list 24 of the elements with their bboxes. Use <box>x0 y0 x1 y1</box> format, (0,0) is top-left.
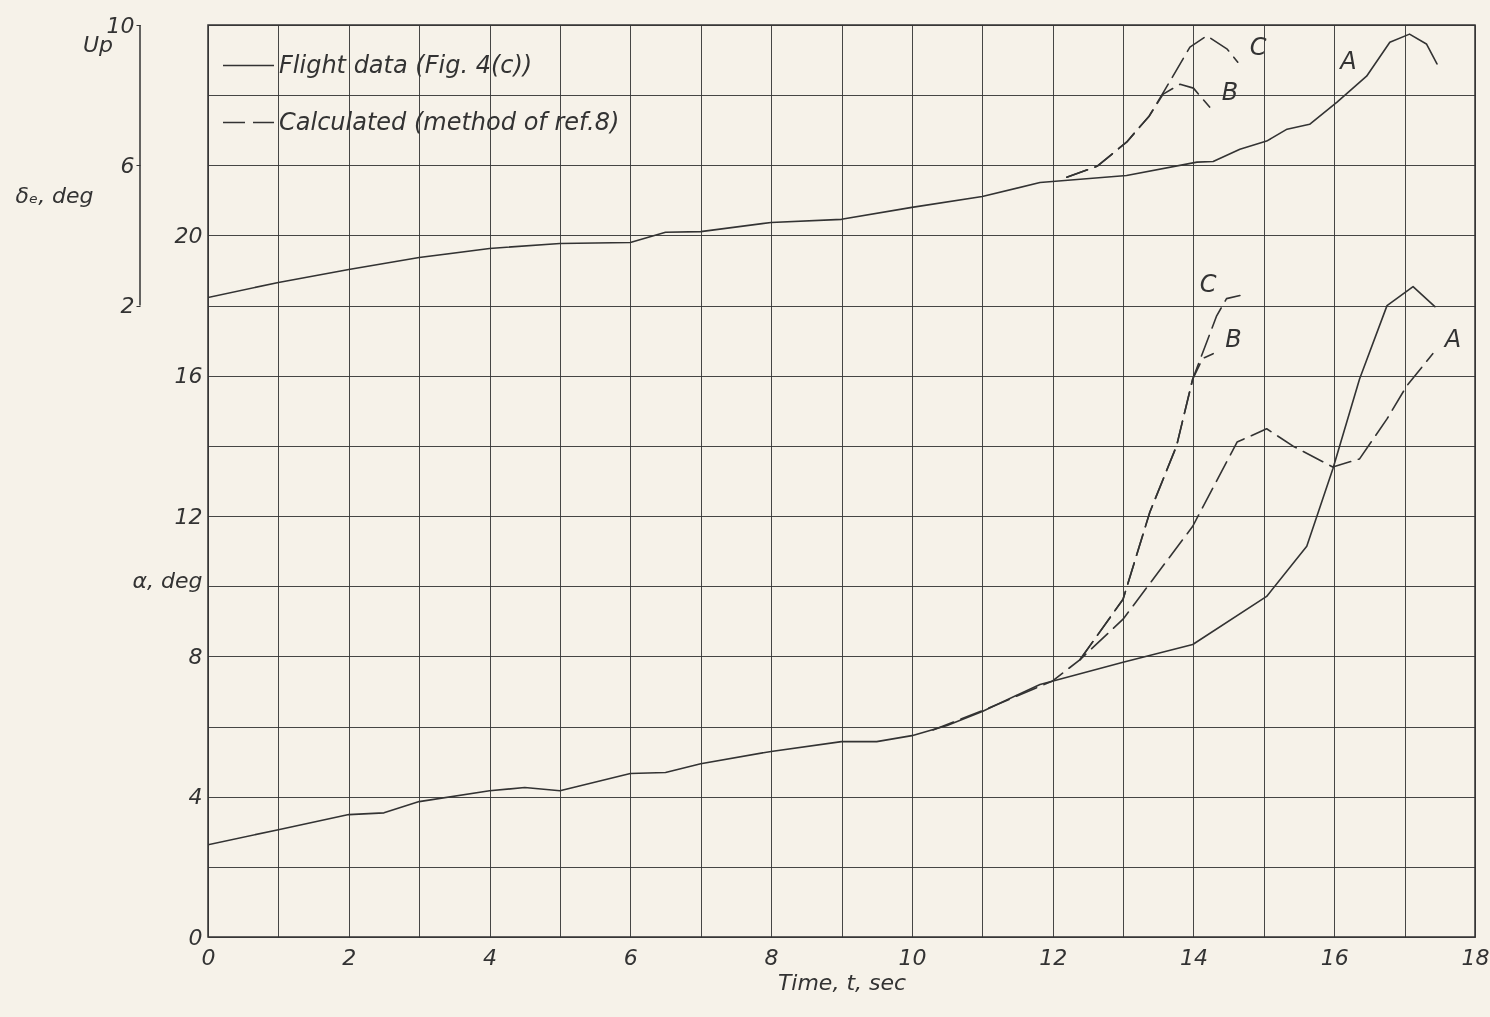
x-tick-label: 4 <box>483 944 498 970</box>
y2-axis-title: δₑ, deg <box>15 182 94 208</box>
x-tick-label: 8 <box>764 944 779 970</box>
annotation: A <box>1338 47 1357 76</box>
y-tick-label: 16 <box>174 363 203 389</box>
y2-tick-label: 6 <box>120 152 135 178</box>
y-tick-label: 4 <box>188 784 203 810</box>
y-tick-label: 12 <box>174 503 203 529</box>
y-tick-label: 0 <box>188 924 203 950</box>
y2-tick-label: 2 <box>120 293 135 319</box>
y-axis-title: α, deg <box>132 567 203 593</box>
y-tick-label: 20 <box>174 222 203 248</box>
x-tick-label: 2 <box>342 944 357 970</box>
y-tick-label: 8 <box>188 643 203 669</box>
x-tick-label: 18 <box>1461 944 1490 970</box>
annotation: A <box>1442 324 1462 353</box>
x-tick-label: 10 <box>898 944 927 970</box>
annotation: C <box>1199 269 1217 298</box>
x-tick-label: 12 <box>1039 944 1068 970</box>
x-tick-label: 16 <box>1320 944 1349 970</box>
x-tick-label: 14 <box>1179 944 1208 970</box>
x-axis-title: Time, t, sec <box>777 969 907 995</box>
annotation: B <box>1225 324 1242 353</box>
x-tick-label: 6 <box>623 944 638 970</box>
